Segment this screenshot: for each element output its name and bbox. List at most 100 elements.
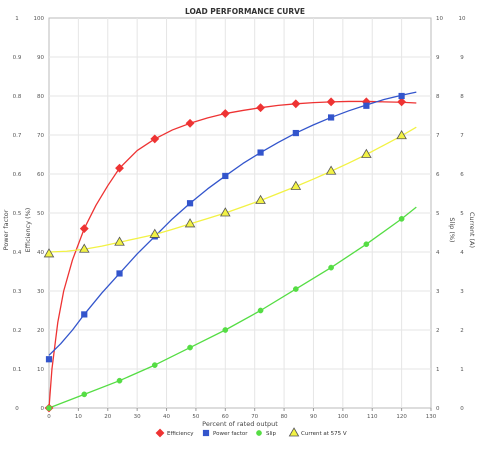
y-tick-label-efficiency: 40 bbox=[37, 250, 44, 256]
y-tick-label-current: 6 bbox=[460, 172, 464, 178]
point-slip bbox=[292, 286, 299, 292]
legend-label-current-at-575-v: Current at 575 V bbox=[301, 431, 347, 437]
x-tick-label: 80 bbox=[281, 414, 288, 420]
point-current-at-575-v bbox=[78, 243, 90, 253]
y-tick-label-power-factor: 0.1 bbox=[13, 367, 22, 373]
y-tick-label-slip: 3 bbox=[436, 289, 440, 295]
x-tick-label: 40 bbox=[163, 414, 170, 420]
y-tick-label-slip: 5 bbox=[436, 211, 440, 217]
y-tick-label-current: 5 bbox=[460, 211, 464, 217]
point-power-factor bbox=[257, 149, 264, 156]
legend-marker-slip bbox=[256, 430, 262, 436]
point-current-at-575-v bbox=[184, 218, 196, 228]
x-tick-label: 130 bbox=[426, 414, 437, 420]
point-current-at-575-v bbox=[114, 236, 125, 246]
y-tick-label-slip: 9 bbox=[436, 55, 440, 61]
curve-current-at-575-v bbox=[48, 126, 417, 253]
curve-efficiency bbox=[48, 100, 417, 409]
y-tick-label-current: 9 bbox=[460, 55, 464, 61]
legend-label-power-factor: Power factor bbox=[213, 431, 248, 437]
x-tick-label: 60 bbox=[222, 414, 229, 420]
point-power-factor bbox=[186, 200, 194, 207]
y-tick-label-current: 10 bbox=[459, 16, 466, 22]
point-slip bbox=[257, 307, 264, 314]
point-power-factor bbox=[81, 311, 88, 318]
point-slip bbox=[151, 362, 158, 368]
y-axis-title-power-factor: Power factor bbox=[2, 209, 10, 250]
point-efficiency bbox=[397, 97, 407, 107]
legend-marker-power-factor bbox=[202, 429, 210, 437]
point-efficiency bbox=[79, 224, 89, 234]
y-tick-label-slip: 8 bbox=[436, 94, 440, 100]
point-efficiency bbox=[220, 109, 230, 118]
y-tick-label-current: 4 bbox=[460, 250, 464, 256]
legend-marker-efficiency bbox=[155, 428, 165, 438]
y-tick-label-power-factor: 0.3 bbox=[13, 289, 22, 295]
x-tick-label: 20 bbox=[104, 414, 111, 420]
point-efficiency bbox=[256, 103, 265, 113]
point-current-at-575-v bbox=[149, 228, 161, 238]
point-power-factor bbox=[45, 356, 53, 363]
y-tick-label-current: 3 bbox=[460, 289, 464, 295]
y-axis-title-slip: Slip (%) bbox=[448, 217, 456, 242]
y-tick-label-slip: 1 bbox=[436, 367, 440, 373]
y-tick-label-slip: 2 bbox=[436, 328, 440, 334]
y-tick-label-current: 2 bbox=[460, 328, 464, 334]
point-current-at-575-v bbox=[290, 180, 302, 190]
y-tick-label-efficiency: 80 bbox=[37, 94, 44, 100]
chart-title: LOAD PERFORMANCE CURVE bbox=[185, 7, 305, 16]
point-current-at-575-v bbox=[220, 207, 231, 217]
y-tick-label-power-factor: 0.8 bbox=[13, 94, 22, 100]
point-power-factor bbox=[363, 102, 370, 109]
point-efficiency bbox=[185, 118, 195, 128]
point-current-at-575-v bbox=[361, 148, 372, 158]
point-power-factor bbox=[327, 114, 335, 121]
y-tick-label-current: 8 bbox=[460, 94, 464, 100]
y-axis-title-current: Current (A) bbox=[468, 212, 476, 248]
point-efficiency bbox=[150, 134, 160, 144]
point-current-at-575-v bbox=[396, 129, 407, 140]
point-current-at-575-v bbox=[43, 248, 55, 258]
x-tick-label: 100 bbox=[338, 414, 349, 420]
y-tick-label-slip: 10 bbox=[436, 16, 443, 22]
point-slip bbox=[81, 391, 88, 398]
x-tick-label: 10 bbox=[75, 414, 82, 420]
point-power-factor bbox=[292, 129, 299, 137]
point-power-factor bbox=[398, 92, 405, 100]
y-tick-label-efficiency: 50 bbox=[37, 211, 44, 217]
y-tick-label-current: 0 bbox=[460, 406, 464, 412]
y-tick-label-efficiency: 90 bbox=[37, 55, 44, 61]
series-markers bbox=[43, 92, 407, 413]
legend-marker-current-at-575-v bbox=[288, 427, 300, 437]
point-efficiency bbox=[291, 99, 301, 109]
y-tick-label-efficiency: 20 bbox=[37, 328, 44, 334]
legend-label-efficiency: Efficiency bbox=[167, 431, 194, 437]
y-tick-label-power-factor: 0.5 bbox=[13, 211, 22, 217]
point-power-factor bbox=[222, 172, 229, 180]
y-tick-label-efficiency: 70 bbox=[37, 133, 44, 139]
y-tick-label-power-factor: 0.9 bbox=[13, 55, 22, 61]
legend: Efficiency Power factor Slip Current at 575… bbox=[155, 427, 347, 438]
point-slip bbox=[187, 344, 193, 351]
x-tick-label: 90 bbox=[310, 414, 317, 420]
x-tick-label: 110 bbox=[367, 414, 378, 420]
point-slip bbox=[363, 241, 370, 248]
point-current-at-575-v bbox=[325, 165, 337, 175]
point-current-at-575-v bbox=[255, 194, 266, 204]
x-tick-label: 0 bbox=[47, 414, 51, 420]
curve-slip bbox=[48, 206, 417, 409]
y-tick-label-power-factor: 0 bbox=[15, 406, 19, 412]
y-tick-label-slip: 4 bbox=[436, 250, 440, 256]
point-slip bbox=[398, 216, 405, 222]
y-tick-label-power-factor: 1 bbox=[15, 16, 19, 22]
y-tick-label-current: 1 bbox=[460, 367, 464, 373]
y-tick-label-power-factor: 0.6 bbox=[13, 172, 22, 178]
point-slip bbox=[328, 264, 334, 271]
y-tick-label-efficiency: 30 bbox=[37, 289, 44, 295]
y-tick-label-efficiency: 0 bbox=[41, 406, 45, 412]
y-tick-label-slip: 7 bbox=[436, 133, 440, 139]
x-axis-title: Percent of rated output bbox=[202, 420, 278, 428]
